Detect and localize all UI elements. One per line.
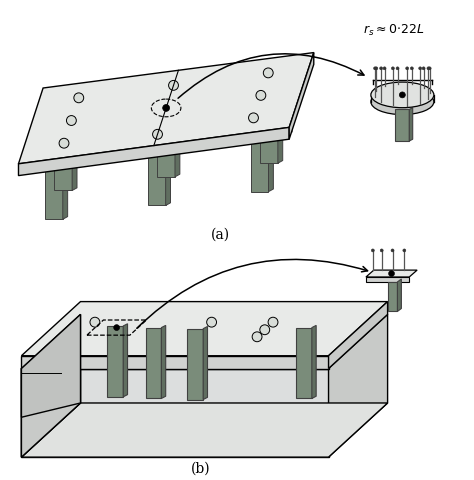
Circle shape: [410, 67, 413, 70]
Polygon shape: [21, 356, 328, 369]
Polygon shape: [21, 314, 81, 457]
Circle shape: [389, 271, 394, 276]
Circle shape: [396, 67, 399, 70]
Circle shape: [59, 138, 69, 148]
Polygon shape: [167, 79, 184, 148]
Polygon shape: [270, 66, 287, 135]
Polygon shape: [268, 120, 273, 192]
Polygon shape: [409, 108, 413, 141]
Circle shape: [66, 116, 76, 125]
Circle shape: [74, 93, 84, 103]
Circle shape: [207, 317, 217, 327]
Circle shape: [371, 249, 374, 252]
Circle shape: [163, 105, 170, 111]
Circle shape: [375, 67, 378, 70]
Polygon shape: [260, 94, 278, 163]
Polygon shape: [45, 150, 63, 219]
Polygon shape: [278, 92, 283, 163]
Ellipse shape: [371, 89, 434, 115]
Polygon shape: [157, 108, 175, 177]
Polygon shape: [366, 277, 409, 282]
Polygon shape: [21, 403, 388, 457]
Polygon shape: [64, 93, 82, 162]
Polygon shape: [63, 148, 68, 219]
Circle shape: [252, 332, 262, 342]
Text: (a): (a): [211, 228, 230, 242]
Ellipse shape: [371, 82, 434, 108]
Polygon shape: [161, 325, 166, 398]
Polygon shape: [366, 270, 417, 277]
Circle shape: [403, 249, 406, 252]
Polygon shape: [72, 119, 77, 191]
Polygon shape: [165, 134, 171, 205]
Circle shape: [380, 67, 383, 70]
Circle shape: [428, 67, 431, 70]
Circle shape: [268, 317, 278, 327]
Polygon shape: [287, 63, 292, 135]
Polygon shape: [388, 282, 397, 312]
Polygon shape: [395, 109, 409, 141]
Polygon shape: [296, 327, 312, 398]
Circle shape: [260, 325, 270, 335]
Polygon shape: [148, 136, 165, 205]
Polygon shape: [146, 327, 161, 398]
Circle shape: [422, 67, 425, 70]
Polygon shape: [251, 123, 268, 192]
Circle shape: [419, 67, 422, 70]
Circle shape: [392, 67, 394, 70]
Polygon shape: [175, 105, 180, 177]
Circle shape: [114, 324, 119, 331]
Circle shape: [427, 67, 430, 70]
Polygon shape: [108, 326, 123, 397]
Circle shape: [374, 67, 376, 70]
Circle shape: [90, 317, 100, 327]
Circle shape: [391, 249, 394, 252]
Circle shape: [406, 67, 409, 70]
Polygon shape: [312, 325, 316, 398]
Polygon shape: [21, 314, 81, 417]
Circle shape: [383, 67, 386, 70]
Polygon shape: [18, 127, 289, 176]
Circle shape: [256, 90, 266, 100]
Polygon shape: [184, 77, 189, 148]
Polygon shape: [82, 90, 86, 162]
Polygon shape: [21, 314, 81, 457]
Polygon shape: [18, 53, 314, 164]
Circle shape: [264, 68, 273, 78]
Circle shape: [400, 92, 405, 98]
Polygon shape: [21, 301, 388, 356]
Polygon shape: [123, 324, 128, 397]
Circle shape: [248, 113, 258, 123]
Circle shape: [169, 81, 178, 90]
Polygon shape: [328, 314, 388, 457]
Text: (b): (b): [191, 462, 210, 476]
Polygon shape: [55, 121, 72, 191]
Polygon shape: [21, 369, 328, 457]
Circle shape: [380, 249, 383, 252]
Text: $r_s \approx 0{\cdot}22L$: $r_s \approx 0{\cdot}22L$: [363, 23, 424, 38]
Polygon shape: [289, 53, 314, 139]
Polygon shape: [397, 279, 401, 312]
Polygon shape: [203, 326, 208, 399]
Circle shape: [153, 130, 163, 139]
Polygon shape: [187, 329, 203, 399]
Polygon shape: [328, 301, 388, 369]
